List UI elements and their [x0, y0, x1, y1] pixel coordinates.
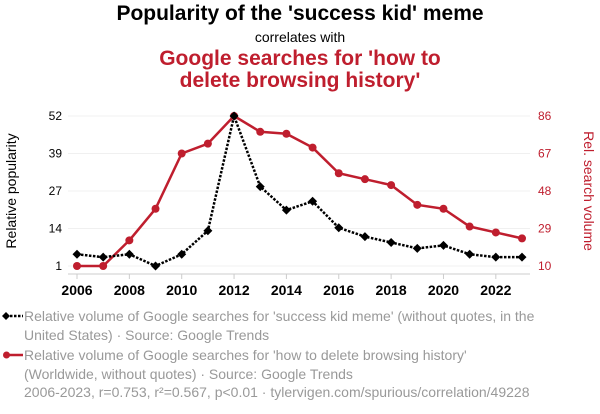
series-line-browsing-history	[77, 114, 523, 268]
data-point-browsing-history	[413, 200, 422, 209]
y-tick-left: 39	[49, 147, 63, 161]
legend-marker-circle-icon	[3, 351, 23, 359]
data-point-success-kid	[255, 182, 265, 192]
data-point-browsing-history	[73, 262, 81, 270]
data-point-success-kid	[229, 111, 239, 121]
x-tick-label: 2012	[218, 282, 249, 298]
data-point-success-kid	[517, 252, 527, 262]
y-tick-right: 86	[538, 109, 552, 123]
legend-text-2: Relative volume of Google searches for '…	[24, 347, 467, 382]
data-point-success-kid	[334, 223, 344, 233]
x-tick-label: 2010	[166, 282, 197, 298]
x-tick-label: 2016	[323, 282, 354, 298]
y-tick-left: 52	[49, 109, 63, 123]
x-tick-label: 2020	[428, 282, 459, 298]
data-point-success-kid	[98, 252, 108, 262]
data-point-success-kid	[124, 249, 134, 259]
data-point-browsing-history	[360, 175, 369, 184]
x-tick-label: 2018	[376, 282, 407, 298]
y-tick-left: 14	[49, 222, 63, 236]
data-point-browsing-history	[518, 234, 526, 243]
data-point-browsing-history	[439, 204, 448, 213]
legend-item-1: Relative volume of Google searches for '…	[2, 307, 544, 345]
data-point-success-kid	[177, 249, 187, 259]
data-point-browsing-history	[465, 222, 474, 231]
y-tick-right: 10	[538, 259, 552, 273]
data-point-browsing-history	[256, 127, 265, 136]
data-point-success-kid	[72, 249, 82, 259]
y-tick-left: 1	[55, 259, 62, 273]
y-tick-left: 27	[49, 184, 63, 198]
data-point-browsing-history	[99, 262, 108, 270]
data-point-success-kid	[491, 252, 501, 262]
series-line-success-kid	[76, 111, 522, 268]
data-point-browsing-history	[125, 236, 134, 245]
data-point-success-kid	[465, 249, 475, 259]
x-tick-label: 2022	[480, 282, 511, 298]
chart-title: Popularity of the 'success kid' meme	[116, 2, 484, 25]
data-point-browsing-history	[387, 181, 396, 190]
y-tick-right: 67	[538, 147, 552, 161]
legend-marker-diamond-icon	[2, 312, 23, 320]
data-point-browsing-history	[334, 169, 343, 178]
data-point-browsing-history	[308, 143, 317, 152]
data-point-browsing-history	[151, 204, 160, 213]
y-axis-label-left: Relative popularity	[3, 133, 19, 248]
y-tick-right: 48	[538, 184, 552, 198]
y-tick-right: 29	[538, 222, 552, 236]
data-point-success-kid	[360, 232, 370, 242]
data-point-browsing-history	[491, 228, 500, 237]
data-point-success-kid	[438, 240, 448, 250]
data-point-success-kid	[386, 237, 396, 247]
footer: 2006-2023, r=0.753, r²=0.567, p<0.01 · t…	[24, 384, 530, 400]
x-tick-label: 2006	[61, 282, 92, 298]
legend-item-2: Relative volume of Google searches for '…	[3, 346, 544, 384]
x-tick-label: 2014	[271, 282, 302, 298]
chart-title-2: Google searches for 'how to delete brows…	[159, 47, 441, 92]
data-point-success-kid	[281, 205, 291, 215]
x-tick-label: 2008	[114, 282, 145, 298]
chart: 1 14 27 39 52 10 29 48 67 86 2006 2008 2010 2012 2014 2…	[3, 109, 597, 298]
legend-text-1: Relative volume of Google searches for '…	[24, 308, 535, 343]
data-point-success-kid	[308, 196, 318, 206]
y-axis-label-right: Rel. search volume	[581, 131, 597, 251]
data-point-success-kid	[203, 226, 213, 236]
data-point-success-kid	[151, 261, 161, 271]
data-point-browsing-history	[177, 149, 186, 158]
data-point-browsing-history	[282, 129, 291, 138]
data-point-success-kid	[412, 243, 422, 253]
data-point-browsing-history	[203, 139, 212, 148]
chart-subtitle: correlates with	[254, 29, 346, 45]
